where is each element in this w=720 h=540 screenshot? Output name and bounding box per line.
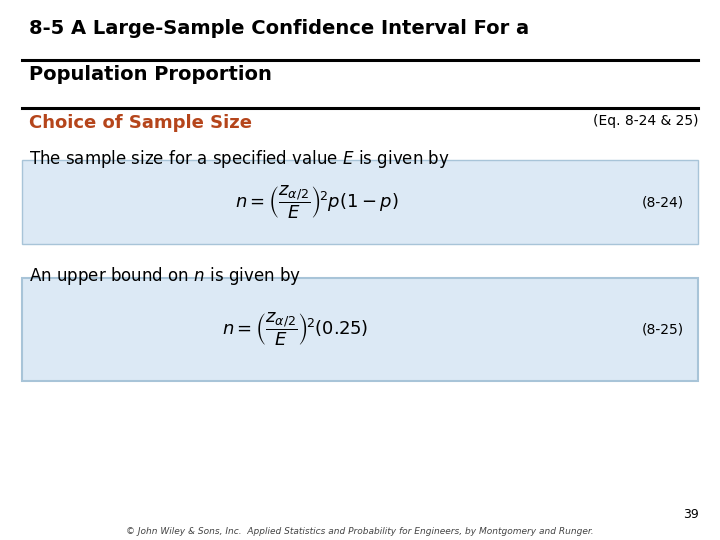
Text: © John Wiley & Sons, Inc.  Applied Statistics and Probability for Engineers, by : © John Wiley & Sons, Inc. Applied Statis… xyxy=(126,526,594,536)
Text: The sample size for a specified value $E$ is given by: The sample size for a specified value $E… xyxy=(29,148,450,170)
Text: (8-24): (8-24) xyxy=(642,195,684,209)
Text: 39: 39 xyxy=(683,508,698,521)
Text: $n = \left(\dfrac{z_{\alpha/2}}{E}\right)^{\!2} (0.25)$: $n = \left(\dfrac{z_{\alpha/2}}{E}\right… xyxy=(222,311,369,348)
Text: An upper bound on $n$ is given by: An upper bound on $n$ is given by xyxy=(29,265,301,287)
FancyBboxPatch shape xyxy=(22,278,698,381)
Text: $n = \left(\dfrac{z_{\alpha/2}}{E}\right)^{\!2} p(1 - p)$: $n = \left(\dfrac{z_{\alpha/2}}{E}\right… xyxy=(235,184,399,221)
Text: Choice of Sample Size: Choice of Sample Size xyxy=(29,114,252,132)
FancyBboxPatch shape xyxy=(22,160,698,244)
Text: 8-5 A Large-Sample Confidence Interval For a: 8-5 A Large-Sample Confidence Interval F… xyxy=(29,19,529,38)
Text: (8-25): (8-25) xyxy=(642,322,684,336)
Text: Population Proportion: Population Proportion xyxy=(29,65,271,84)
Text: (Eq. 8-24 & 25): (Eq. 8-24 & 25) xyxy=(593,114,698,129)
